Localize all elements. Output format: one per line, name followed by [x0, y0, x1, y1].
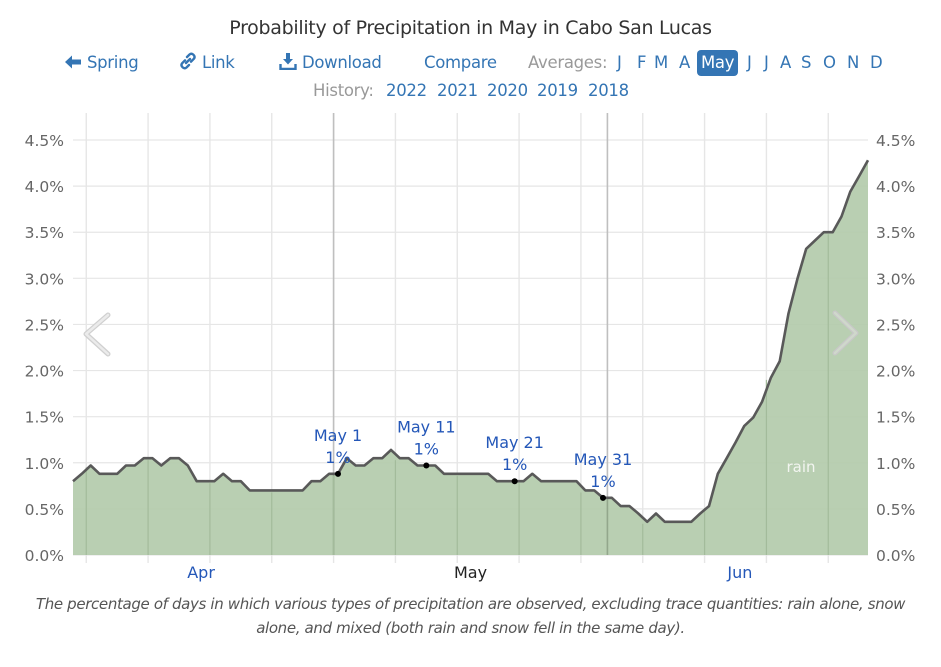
month-link-feb[interactable]: F [637, 53, 647, 72]
month-link-aug[interactable]: A [780, 53, 791, 72]
precipitation-chart: 0.0% 0.5% 1.0% 1.5% 2.0% 2.5% 3.0% 3.5% 4.0% 4.5%… [25, 113, 915, 582]
history-year-2018[interactable]: 2018 [588, 81, 629, 100]
history-label: History: [313, 81, 374, 100]
month-link-sep[interactable]: S [801, 53, 812, 72]
rain-line [72, 159, 870, 524]
spring-link[interactable]: Spring [64, 50, 139, 76]
annotation-date-label: May 21 [485, 433, 544, 452]
y-tick-label-left: 4.0% [25, 178, 64, 196]
rain-area [73, 160, 868, 556]
annotation-date-label: May 11 [397, 418, 456, 437]
chart-title: Probability of Precipitation in May in C… [229, 17, 712, 39]
x-month-label-apr[interactable]: Apr [187, 563, 215, 582]
history-year-2019[interactable]: 2019 [537, 81, 578, 100]
month-link-dec[interactable]: D [870, 53, 883, 72]
y-tick-label-left: 2.5% [25, 316, 64, 334]
y-tick-label-right: 2.5% [876, 316, 915, 334]
chart-caption: The percentage of days in which various … [35, 595, 906, 637]
download-label: Download [301, 53, 382, 72]
month-link-apr[interactable]: A [679, 53, 690, 72]
y-tick-label-left: 1.0% [25, 455, 64, 473]
y-tick-label-right: 3.0% [876, 270, 915, 288]
y-tick-label-left: 3.0% [25, 270, 64, 288]
month-link-may-selected[interactable]: May [697, 50, 739, 76]
download-icon [279, 53, 297, 72]
history-navigation: History: 2022 2021 2020 2019 2018 [0, 80, 941, 102]
y-tick-label-right: 1.0% [876, 455, 915, 473]
annotation-point [600, 494, 606, 501]
annotation-value-label: 1% [414, 440, 439, 459]
y-tick-label-right: 1.5% [876, 409, 915, 427]
y-tick-label-left: 1.5% [25, 409, 64, 427]
averages-label: Averages: [528, 53, 608, 72]
y-tick-label-left: 0.5% [25, 501, 64, 519]
month-link-jan[interactable]: J [617, 53, 622, 72]
y-tick-label-left: 4.5% [25, 132, 64, 150]
y-tick-label-right: 4.0% [876, 178, 915, 196]
series-label-rain: rain [786, 458, 815, 476]
chevron-left-icon [83, 312, 111, 357]
link-label: Link [201, 53, 235, 72]
history-year-2021[interactable]: 2021 [437, 81, 478, 100]
chart-navigation: Spring Link Download Compare Averages: J… [0, 50, 941, 76]
prev-arrow-button[interactable] [83, 312, 111, 357]
arrow-left-icon [64, 53, 82, 72]
compare-link[interactable]: Compare [424, 53, 497, 72]
month-link-jun[interactable]: J [747, 53, 752, 72]
link-button[interactable]: Link [179, 50, 235, 76]
annotation-value-label: 1% [325, 448, 350, 467]
y-tick-label-right: 0.0% [876, 547, 915, 565]
annotation-date-label: May 1 [314, 426, 362, 445]
y-tick-label-left: 3.5% [25, 224, 64, 242]
month-link-oct[interactable]: O [823, 53, 836, 72]
y-tick-label-right: 4.5% [876, 132, 915, 150]
annotation-date-label: May 31 [574, 450, 633, 469]
y-tick-label-right: 3.5% [876, 224, 915, 242]
month-link-jul[interactable]: J [764, 53, 769, 72]
link-icon [179, 52, 197, 72]
spring-label: Spring [86, 53, 139, 72]
y-tick-label-left: 0.0% [25, 547, 64, 565]
x-month-label-jun[interactable]: Jun [726, 563, 752, 582]
annotation-point [423, 462, 430, 469]
y-tick-label-right: 2.0% [876, 363, 915, 381]
annotation-value-label: 1% [590, 472, 615, 491]
month-link-nov[interactable]: N [847, 53, 860, 72]
x-month-label-may: May [454, 563, 487, 582]
next-arrow-button[interactable] [832, 310, 859, 356]
history-year-2022[interactable]: 2022 [386, 81, 427, 100]
y-tick-label-right: 0.5% [876, 501, 915, 519]
history-year-2020[interactable]: 2020 [487, 81, 528, 100]
annotation-point [335, 470, 341, 477]
download-button[interactable]: Download [279, 50, 382, 76]
y-tick-label-left: 2.0% [25, 363, 64, 381]
annotation-point [511, 478, 518, 485]
month-link-mar[interactable]: M [654, 53, 668, 72]
annotation-value-label: 1% [502, 455, 527, 474]
